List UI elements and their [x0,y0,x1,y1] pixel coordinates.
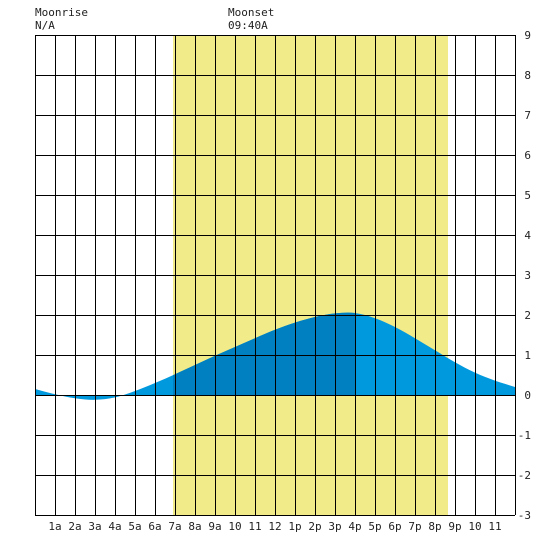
y-tick-label: 6 [524,149,531,162]
x-tick-label: 6p [388,520,401,533]
x-tick-label: 9p [448,520,461,533]
tide-area-rising-daylight [173,312,355,395]
x-tick-label: 3p [328,520,341,533]
x-tick-label: 9a [208,520,221,533]
y-tick-label: 4 [524,229,531,242]
moonrise-block: Moonrise N/A [35,6,88,32]
x-tick-label: 5a [128,520,141,533]
x-tick-label: 4p [348,520,361,533]
x-tick-label: 8p [428,520,441,533]
x-tick-label: 7a [168,520,181,533]
x-tick-label: 2a [68,520,81,533]
x-tick-label: 5p [368,520,381,533]
x-tick-label: 11 [248,520,261,533]
x-tick-label: 1a [48,520,61,533]
y-tick-label: 2 [524,309,531,322]
x-tick-label: 7p [408,520,421,533]
moonrise-value: N/A [35,19,55,32]
y-tick-label: 9 [524,29,531,42]
x-tick-label: 12 [268,520,281,533]
x-tick-label: 3a [88,520,101,533]
moonset-label: Moonset [228,6,275,19]
y-tick-label: -2 [518,469,531,482]
moonrise-label: Moonrise [35,6,88,19]
x-tick-label: 6a [148,520,161,533]
moonset-block: Moonset 09:40A [228,6,274,32]
grid-lines [35,35,516,516]
x-tick-label: 11 [488,520,501,533]
x-tick-label: 4a [108,520,121,533]
y-tick-label: -3 [518,509,531,522]
x-tick-label: 8a [188,520,201,533]
y-tick-label: 8 [524,69,531,82]
y-tick-label: 0 [524,389,531,402]
x-tick-label: 2p [308,520,321,533]
x-tick-label: 10 [468,520,481,533]
x-tick-labels: 1a 2a 3a 4a 5a 6a 7a 8a 9a 10 11 12 1p 2p 3p 4p 5p 6p 7p 8p… [48,520,501,533]
y-tick-label: 7 [524,109,531,122]
x-tick-label: 10 [228,520,241,533]
y-tick-label: 1 [524,349,531,362]
y-tick-label: 3 [524,269,531,282]
y-tick-label: -1 [518,429,531,442]
y-tick-label: 5 [524,189,531,202]
moonset-value: 09:40A [228,19,268,32]
y-tick-labels: 9 8 7 6 5 4 3 2 1 0 -1 -2 -3 [518,29,532,522]
x-tick-label: 1p [288,520,301,533]
